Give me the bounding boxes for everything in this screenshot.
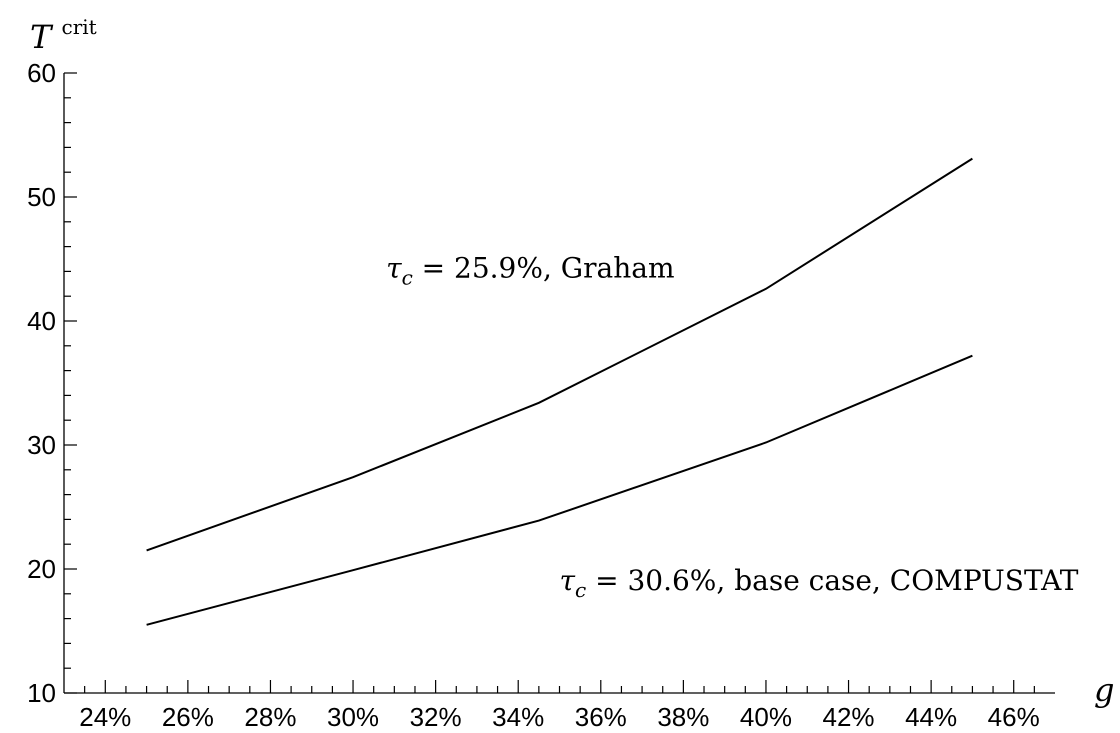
ticks [64, 72, 1035, 694]
y-tick-label: 50 [27, 182, 56, 212]
y-tick-label: 20 [27, 554, 56, 584]
y-axis-label: T crit [30, 15, 97, 56]
x-axis-label: g [1094, 671, 1114, 709]
series-annotation-1: τc = 25.9%, Graham [386, 252, 674, 290]
x-tick-label: 24% [79, 702, 131, 732]
y-tick-label: 60 [27, 58, 56, 88]
tick-labels: 24% 26% 28% 30% 32% 34% 36% 38% 40% 42% 44% 46% 10 20… [27, 58, 1040, 732]
y-tick-label: 10 [27, 678, 56, 708]
x-tick-label: 44% [905, 702, 957, 732]
annotation-text: = 30.6%, base case, COMPUSTAT [586, 564, 1079, 597]
series-group [146, 157, 973, 626]
series-line-1 [146, 157, 973, 552]
annotation-text: = 25.9%, Graham [413, 252, 675, 285]
x-tick-label: 46% [988, 702, 1040, 732]
x-tick-label: 42% [823, 702, 875, 732]
x-tick-label: 40% [740, 702, 792, 732]
y-axis-label-base: T [30, 18, 54, 56]
x-tick-label: 26% [162, 702, 214, 732]
series-line-2 [146, 354, 973, 626]
x-tick-label: 32% [410, 702, 462, 732]
x-tick-label: 38% [657, 702, 709, 732]
x-tick-label: 30% [327, 702, 379, 732]
x-tick-label: 36% [575, 702, 627, 732]
series-annotation-2: τc = 30.6%, base case, COMPUSTAT [560, 564, 1079, 602]
y-tick-label: 40 [27, 306, 56, 336]
x-tick-label: 34% [492, 702, 544, 732]
y-tick-label: 30 [27, 430, 56, 460]
tau-symbol: τ [560, 564, 576, 597]
y-axis-label-superscript: crit [62, 15, 97, 39]
x-tick-label: 28% [244, 702, 296, 732]
tau-subscript: c [402, 266, 413, 290]
tau-subscript: c [575, 578, 586, 602]
tau-symbol: τ [386, 252, 402, 285]
